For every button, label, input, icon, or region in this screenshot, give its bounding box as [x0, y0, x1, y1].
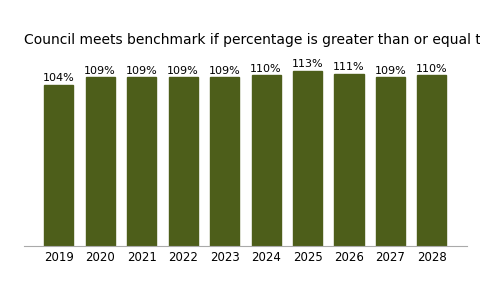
Text: 110%: 110%: [415, 64, 447, 74]
Text: 111%: 111%: [333, 62, 364, 73]
Bar: [168, 77, 197, 246]
Bar: [251, 75, 280, 246]
Bar: [85, 77, 114, 246]
Text: 109%: 109%: [208, 66, 240, 75]
Text: 109%: 109%: [167, 66, 199, 75]
Bar: [417, 75, 445, 246]
Text: 113%: 113%: [291, 59, 323, 69]
Bar: [292, 71, 322, 246]
Text: Council meets benchmark if percentage is greater than or equal to 100%: Council meets benchmark if percentage is…: [24, 33, 480, 47]
Bar: [334, 74, 363, 246]
Text: 109%: 109%: [125, 66, 157, 75]
Bar: [375, 77, 404, 246]
Bar: [127, 77, 156, 246]
Text: 109%: 109%: [84, 66, 116, 75]
Text: 104%: 104%: [43, 73, 74, 83]
Text: 109%: 109%: [374, 66, 406, 75]
Bar: [210, 77, 239, 246]
Bar: [44, 85, 73, 246]
Text: 110%: 110%: [250, 64, 281, 74]
